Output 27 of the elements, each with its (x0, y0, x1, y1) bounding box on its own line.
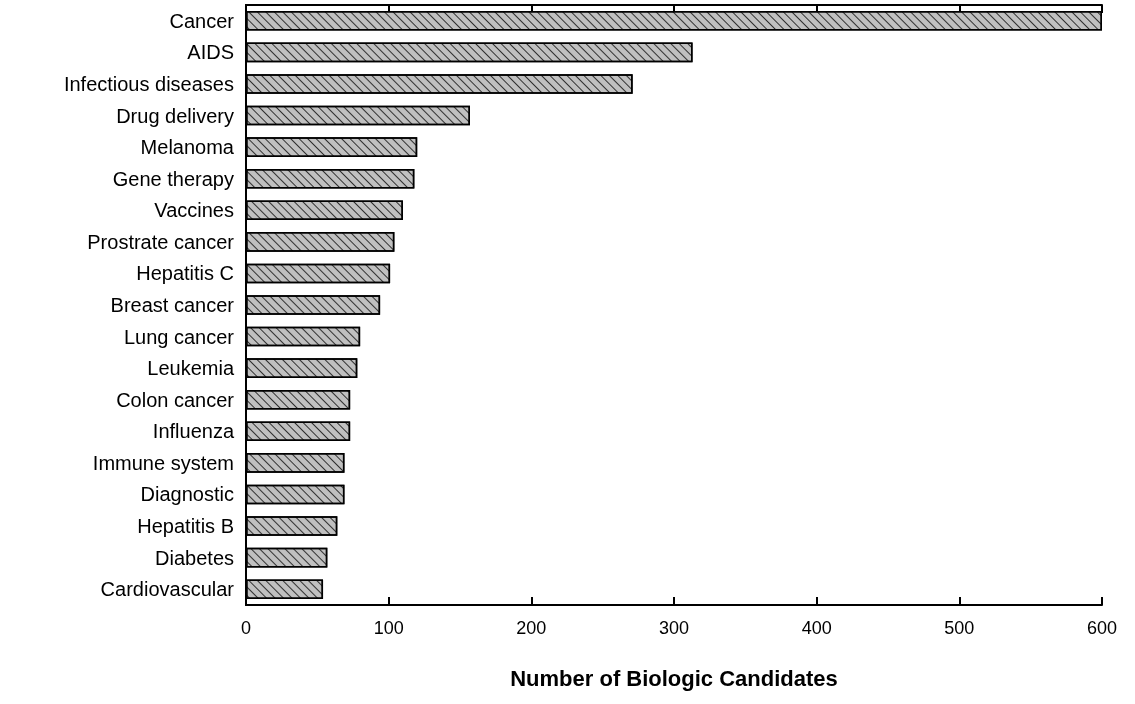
y-tick-label: Leukemia (147, 357, 235, 380)
y-tick-label: Lung cancer (123, 325, 235, 348)
y-tick-label: Gene therapy (112, 167, 234, 190)
y-tick-label: Immune system (92, 451, 234, 474)
y-tick-label: Cardiovascular (100, 578, 235, 601)
y-tick-label: Melanoma (140, 136, 235, 159)
x-tick-label: 300 (658, 618, 690, 638)
x-axis-title: Number of Biologic Candidates (510, 665, 838, 691)
y-tick-label: Influenza (152, 420, 235, 443)
y-tick-label: Infectious diseases (63, 72, 234, 95)
y-tick-label: Diagnostic (140, 483, 234, 506)
y-tick-label: AIDS (187, 41, 234, 64)
y-tick-label: Hepatitis B (137, 515, 234, 538)
y-tick-label: Cancer (169, 9, 235, 32)
x-tick-label: 400 (801, 618, 832, 638)
y-tick-label: Breast cancer (110, 294, 235, 316)
y-tick-label: Hepatitis C (136, 262, 234, 285)
x-tick-label: 600 (1086, 618, 1118, 638)
x-tick-label: 0 (240, 618, 252, 638)
y-tick-label: Diabetes (155, 546, 234, 569)
y-tick-label: Colon cancer (116, 388, 235, 411)
y-tick-label: Vaccines (154, 199, 234, 222)
x-tick-label: 500 (944, 618, 975, 638)
y-tick-label: Prostrate cancer (87, 230, 235, 253)
x-tick-label: 200 (516, 618, 547, 638)
y-tick-label: Drug delivery (116, 104, 234, 127)
x-tick-label: 100 (373, 618, 404, 638)
